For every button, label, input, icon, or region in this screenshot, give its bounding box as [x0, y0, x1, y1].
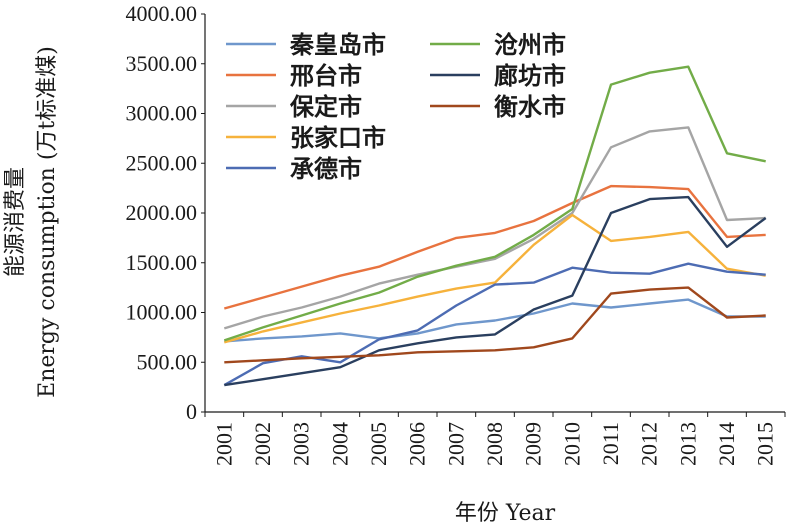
x-tick-label: 2005	[366, 422, 391, 466]
series-line-7	[224, 195, 767, 387]
x-tick-label: 2011	[598, 422, 623, 465]
x-axis-title: 年份 Year	[455, 501, 556, 526]
x-tick-label: 2004	[327, 422, 352, 466]
series-line-1	[224, 298, 766, 343]
y-tick-label: 1500.00	[126, 250, 198, 275]
x-tick-label: 2007	[443, 422, 468, 466]
x-tick-label: 2006	[405, 422, 430, 466]
series-line-3	[223, 126, 766, 330]
x-tick-label: 2001	[211, 422, 236, 466]
y-tick-label: 500.00	[137, 349, 198, 374]
y-tick-label: 3000.00	[126, 101, 198, 126]
legend-label: 沧州市	[494, 31, 566, 59]
x-tick-label: 2002	[250, 422, 275, 466]
legend-label: 承德市	[290, 155, 362, 183]
x-tick-label: 2009	[521, 422, 546, 466]
y-axis-title-en: Energy consumption (万t标准煤)	[35, 46, 60, 398]
x-tick-label: 2012	[637, 422, 662, 466]
x-axis-ticks: 2001 2002 2003 2004 2005 2006 2007 2008 2009 2010…	[204, 412, 786, 466]
series-line-4	[223, 213, 766, 344]
legend-label: 张家口市	[290, 124, 386, 152]
y-tick-label: 2000.00	[126, 200, 198, 225]
legend-label: 秦皇岛市	[289, 31, 386, 59]
y-tick-label: 4000.00	[126, 1, 198, 26]
series-line-2	[223, 184, 766, 310]
y-tick-label: 3500.00	[126, 51, 198, 76]
x-tick-label: 2008	[482, 422, 507, 466]
series-line-6	[223, 65, 766, 342]
y-tick-label: 0	[186, 399, 197, 424]
x-tick-label: 2013	[675, 422, 700, 466]
x-tick-label: 2010	[559, 422, 584, 466]
x-tick-label: 2014	[714, 422, 739, 466]
series-lines	[223, 65, 767, 387]
x-tick-label: 2003	[289, 422, 314, 466]
y-axis-ticks: 0 500.00 1000.00 1500.00 2000.00 2500.00 3000.…	[126, 1, 205, 424]
legend-label: 衡水市	[494, 93, 566, 121]
series-line-8	[224, 286, 766, 364]
legend-label: 保定市	[289, 93, 362, 121]
legend-label: 廊坊市	[494, 62, 566, 90]
y-tick-label: 1000.00	[126, 300, 198, 325]
y-tick-label: 2500.00	[126, 150, 198, 175]
legend-label: 邢台市	[290, 62, 362, 90]
x-tick-label: 2015	[753, 422, 778, 466]
y-axis-title-cn: 能源消费量	[3, 167, 28, 277]
